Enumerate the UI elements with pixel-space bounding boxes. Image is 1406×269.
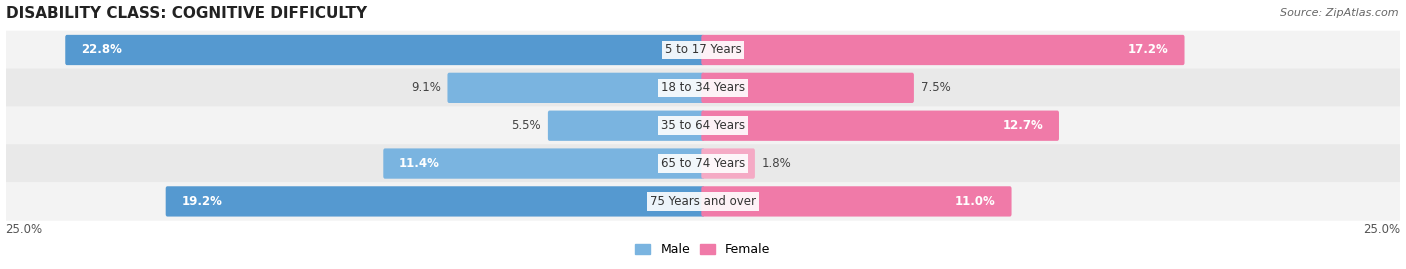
Text: 17.2%: 17.2%	[1128, 44, 1168, 56]
Text: 1.8%: 1.8%	[762, 157, 792, 170]
FancyBboxPatch shape	[4, 69, 1402, 107]
Text: Source: ZipAtlas.com: Source: ZipAtlas.com	[1281, 8, 1399, 18]
Text: 65 to 74 Years: 65 to 74 Years	[661, 157, 745, 170]
FancyBboxPatch shape	[166, 186, 704, 217]
Text: 7.5%: 7.5%	[921, 81, 950, 94]
FancyBboxPatch shape	[702, 186, 1011, 217]
FancyBboxPatch shape	[4, 144, 1402, 183]
FancyBboxPatch shape	[702, 35, 1184, 65]
FancyBboxPatch shape	[548, 111, 704, 141]
Text: 18 to 34 Years: 18 to 34 Years	[661, 81, 745, 94]
FancyBboxPatch shape	[702, 73, 914, 103]
Text: 25.0%: 25.0%	[1364, 223, 1400, 236]
Text: 75 Years and over: 75 Years and over	[650, 195, 756, 208]
Text: 11.0%: 11.0%	[955, 195, 995, 208]
Text: 9.1%: 9.1%	[411, 81, 440, 94]
Text: 5 to 17 Years: 5 to 17 Years	[665, 44, 741, 56]
FancyBboxPatch shape	[384, 148, 704, 179]
Text: 19.2%: 19.2%	[181, 195, 222, 208]
FancyBboxPatch shape	[4, 31, 1402, 69]
Legend: Male, Female: Male, Female	[630, 238, 776, 261]
FancyBboxPatch shape	[4, 182, 1402, 221]
Text: 22.8%: 22.8%	[82, 44, 122, 56]
FancyBboxPatch shape	[65, 35, 704, 65]
FancyBboxPatch shape	[4, 107, 1402, 145]
Text: 12.7%: 12.7%	[1002, 119, 1043, 132]
FancyBboxPatch shape	[702, 111, 1059, 141]
Text: 35 to 64 Years: 35 to 64 Years	[661, 119, 745, 132]
Text: 25.0%: 25.0%	[6, 223, 42, 236]
Text: 11.4%: 11.4%	[399, 157, 440, 170]
Text: 5.5%: 5.5%	[512, 119, 541, 132]
FancyBboxPatch shape	[447, 73, 704, 103]
Text: DISABILITY CLASS: COGNITIVE DIFFICULTY: DISABILITY CLASS: COGNITIVE DIFFICULTY	[6, 6, 367, 20]
FancyBboxPatch shape	[702, 148, 755, 179]
